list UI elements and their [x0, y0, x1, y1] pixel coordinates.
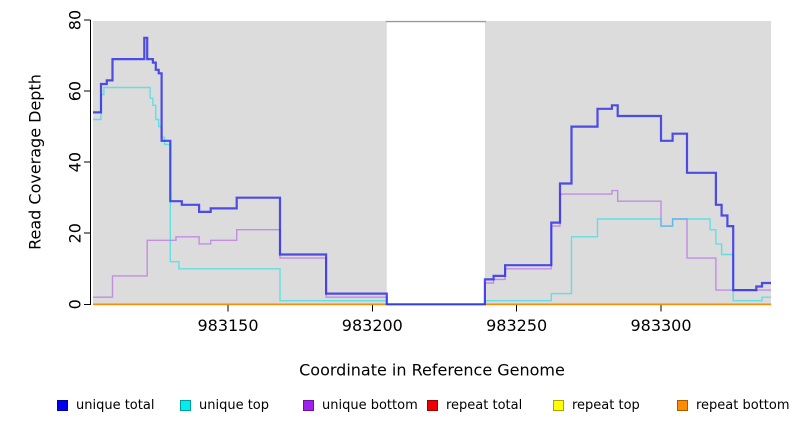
y-tick-label: 40: [66, 152, 85, 172]
masked-region: [386, 22, 485, 305]
series-group: [93, 36, 771, 306]
x-tick-label: 983150: [197, 316, 258, 335]
x-axis-title: Coordinate in Reference Genome: [299, 360, 565, 380]
y-axis-title: Read Coverage Depth: [25, 74, 45, 250]
y-tick-label: 80: [66, 10, 85, 30]
y-tick-label: 60: [66, 81, 85, 101]
x-tick-label: 983250: [486, 316, 547, 335]
y-tick-label: 20: [66, 223, 85, 243]
x-tick-label: 983300: [630, 316, 691, 335]
series-line-unique-total: [93, 36, 771, 306]
y-tick-label: 0: [66, 299, 85, 309]
x-tick-label: 983200: [342, 316, 403, 335]
